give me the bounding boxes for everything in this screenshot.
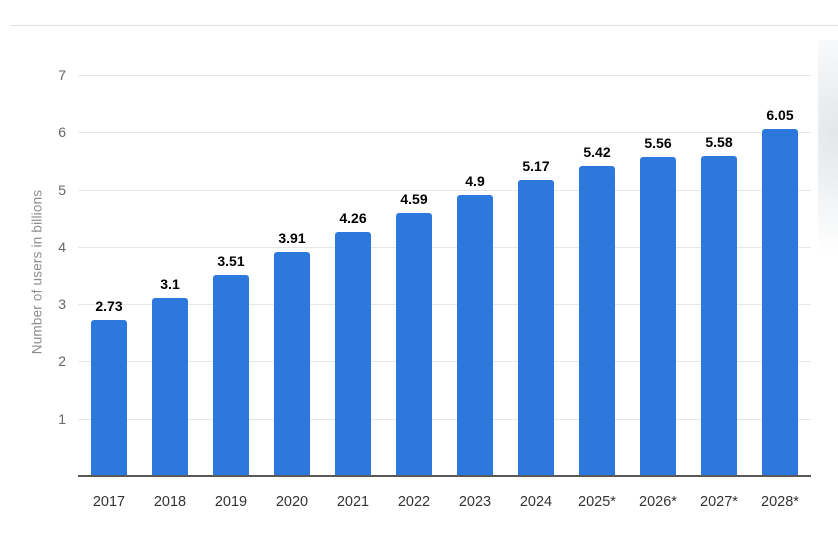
bar-value-label: 4.59 <box>400 191 428 207</box>
x-category-label: 2028* <box>761 494 799 510</box>
bar-value-label: 3.1 <box>160 276 180 292</box>
bar-2017[interactable] <box>91 320 127 475</box>
bar-value-label: 3.91 <box>278 230 306 246</box>
bar-value-label: 5.58 <box>705 134 733 150</box>
gridline-y6 <box>78 132 811 133</box>
x-category-label: 2018 <box>153 494 187 510</box>
y-tick-label: 2 <box>58 353 66 369</box>
bar-value-label: 6.05 <box>766 107 794 123</box>
y-tick-label: 7 <box>58 67 66 83</box>
bar-value-label: 4.9 <box>465 173 485 189</box>
x-category-label: 2020 <box>275 494 309 510</box>
y-tick-label: 1 <box>58 411 66 427</box>
bar-value-label: 5.56 <box>644 135 672 151</box>
bar-2026*[interactable] <box>640 157 676 475</box>
x-category-label: 2024 <box>519 494 553 510</box>
bar-2023[interactable] <box>457 195 493 475</box>
gridline-y2 <box>78 361 811 362</box>
top-divider <box>10 25 838 26</box>
bar-value-label: 3.51 <box>217 253 245 269</box>
bar-value-label: 2.73 <box>95 298 123 314</box>
x-category-label: 2019 <box>214 494 248 510</box>
y-tick-label: 3 <box>58 296 66 312</box>
bar-value-label: 5.17 <box>522 158 550 174</box>
bar-2024[interactable] <box>518 180 554 475</box>
y-tick-label: 4 <box>58 239 66 255</box>
bar-2021[interactable] <box>335 232 371 475</box>
x-axis-line <box>78 475 811 477</box>
gridline-y1 <box>78 419 811 420</box>
bar-2018[interactable] <box>152 298 188 475</box>
bar-2020[interactable] <box>274 252 310 475</box>
gridline-y4 <box>78 247 811 248</box>
x-category-label: 2022 <box>397 494 431 510</box>
bar-2028*[interactable] <box>762 129 798 475</box>
x-category-label: 2017 <box>92 494 126 510</box>
x-category-label: 2026* <box>639 494 677 510</box>
bar-2027*[interactable] <box>701 156 737 475</box>
bar-value-label: 5.42 <box>583 144 611 160</box>
bar-2022[interactable] <box>396 213 432 475</box>
x-category-label: 2027* <box>700 494 738 510</box>
x-category-label: 2023 <box>458 494 492 510</box>
bar-2019[interactable] <box>213 275 249 475</box>
gridline-y3 <box>78 304 811 305</box>
y-tick-label: 6 <box>58 124 66 140</box>
y-tick-label: 5 <box>58 182 66 198</box>
gridline-y7 <box>78 75 811 76</box>
bar-2025*[interactable] <box>579 166 615 475</box>
gridline-y5 <box>78 190 811 191</box>
bar-value-label: 4.26 <box>339 210 367 226</box>
x-category-label: 2025* <box>578 494 616 510</box>
x-category-label: 2021 <box>336 494 370 510</box>
